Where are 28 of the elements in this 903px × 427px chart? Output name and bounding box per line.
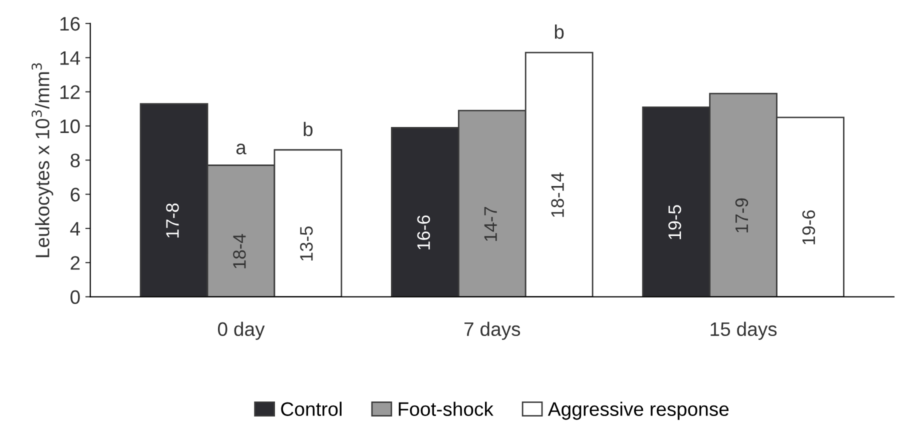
- data-label: 18-4: [233, 234, 246, 268]
- data-label: 17-9: [735, 198, 748, 232]
- legend-label: Aggressive response: [548, 402, 729, 420]
- data-label: 16-6: [417, 215, 430, 250]
- y-tick-label: 2: [70, 256, 80, 270]
- data-label: 19-6: [802, 210, 816, 244]
- annotation: b: [304, 122, 313, 136]
- y-tick-label: 0: [70, 290, 80, 304]
- data-label: 19-5: [668, 205, 682, 240]
- y-tick-label: 4: [70, 222, 80, 236]
- annotation: a: [236, 144, 246, 154]
- legend-label: Control: [281, 402, 342, 416]
- data-label: 14-7: [484, 207, 497, 241]
- annotation: b: [554, 24, 564, 39]
- y-tick-label: 8: [70, 154, 80, 168]
- data-label: 13-5: [300, 226, 313, 261]
- y-tick-label: 14: [60, 51, 80, 65]
- x-tick-label: 7 days: [464, 322, 520, 340]
- x-tick-label: 15 days: [710, 322, 777, 340]
- data-label: 18-14: [551, 172, 564, 217]
- y-tick-label: 10: [60, 119, 80, 134]
- y-tick-label: 16: [60, 16, 80, 31]
- y-axis-title: Leukocytes x 10$^{3}$/mm$^{3}$: [32, 63, 54, 258]
- y-tick-label: 12: [60, 85, 80, 99]
- x-tick-label: 0 day: [218, 322, 265, 340]
- legend-label: Foot-shock: [398, 402, 494, 416]
- y-tick-label: 6: [70, 188, 80, 202]
- data-label: 17-8: [166, 203, 179, 238]
